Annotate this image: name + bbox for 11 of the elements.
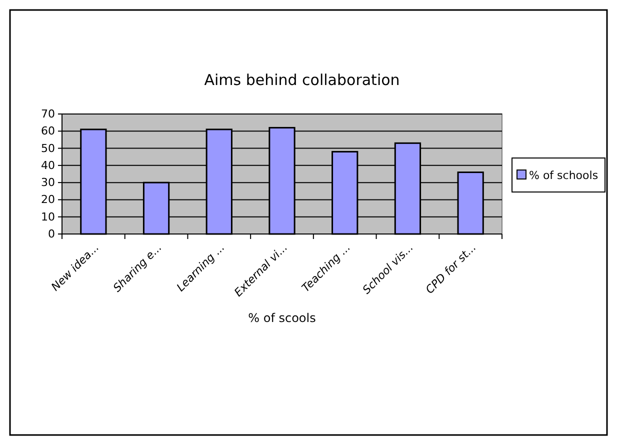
y-tick-label: 10 <box>41 210 55 224</box>
y-tick-label: 30 <box>41 176 55 190</box>
legend-label: % of schools <box>529 169 598 182</box>
y-tick-label: 20 <box>41 193 55 206</box>
x-axis-title: % of scools <box>248 311 316 325</box>
y-tick-label: 50 <box>41 142 55 155</box>
y-tick-label: 70 <box>41 108 55 121</box>
y-tick-label: 60 <box>41 124 55 138</box>
y-tick-label: 0 <box>48 228 55 241</box>
chart-title: Aims behind collaboration <box>204 71 400 89</box>
y-tick-label: 40 <box>41 158 55 172</box>
